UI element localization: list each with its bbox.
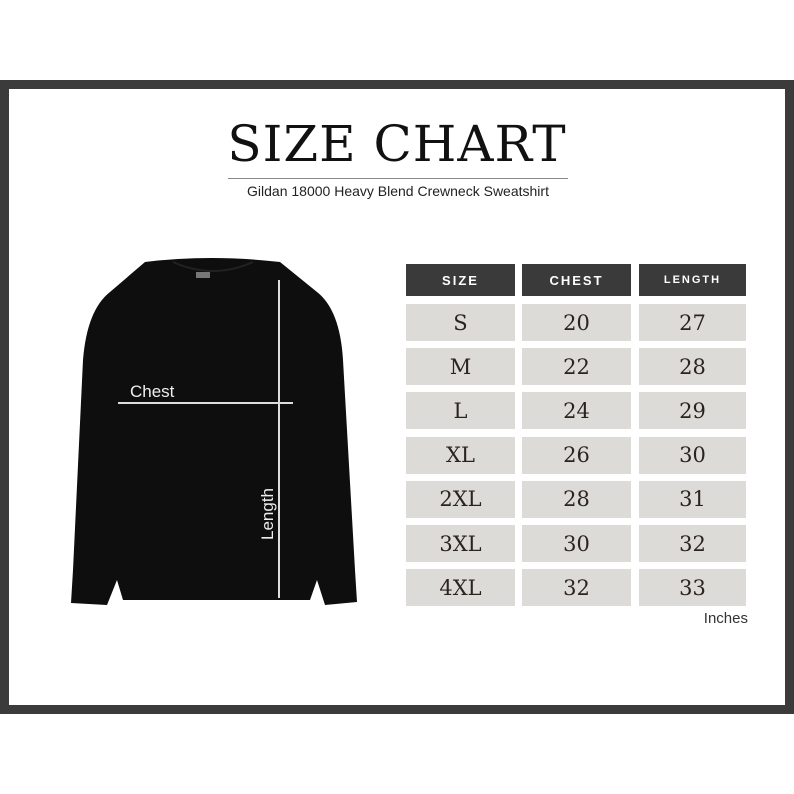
table-cell: 4XL: [406, 569, 515, 607]
unit-label: Inches: [703, 610, 748, 627]
divider: [228, 178, 568, 179]
table-cell: 32: [522, 569, 631, 607]
header-length: LENGTH: [639, 264, 746, 296]
table-cell: S: [406, 304, 515, 341]
header-size: SIZE: [406, 264, 515, 296]
table-cell: L: [406, 392, 515, 430]
table-cell: 30: [639, 436, 746, 474]
table-cell: 22: [522, 348, 631, 386]
table-cell: 28: [639, 348, 746, 386]
chest-label: Chest: [130, 382, 175, 401]
table-cell: 3XL: [406, 525, 515, 562]
sweatshirt-image: Chest Length: [71, 258, 357, 605]
table-cell: 26: [522, 436, 631, 474]
subtitle: Gildan 18000 Heavy Blend Crewneck Sweats…: [247, 183, 549, 199]
table-cell: 32: [639, 525, 746, 562]
length-label: Length: [258, 488, 277, 540]
page-title: SIZE CHART: [227, 115, 567, 173]
header-chest: CHEST: [522, 264, 631, 296]
table-cell: 33: [639, 569, 746, 607]
table-cell: 28: [522, 480, 631, 518]
table-cell: 2XL: [406, 480, 515, 518]
table-cell: 30: [522, 525, 631, 562]
table-cell: 29: [639, 392, 746, 430]
table-cell: 24: [522, 392, 631, 430]
sweatshirt-body: [71, 258, 357, 605]
table-cell: M: [406, 348, 515, 386]
table-cell: 31: [639, 480, 746, 518]
table-cell: 27: [639, 304, 746, 341]
table-cell: XL: [406, 436, 515, 474]
table-cell: 20: [522, 304, 631, 341]
